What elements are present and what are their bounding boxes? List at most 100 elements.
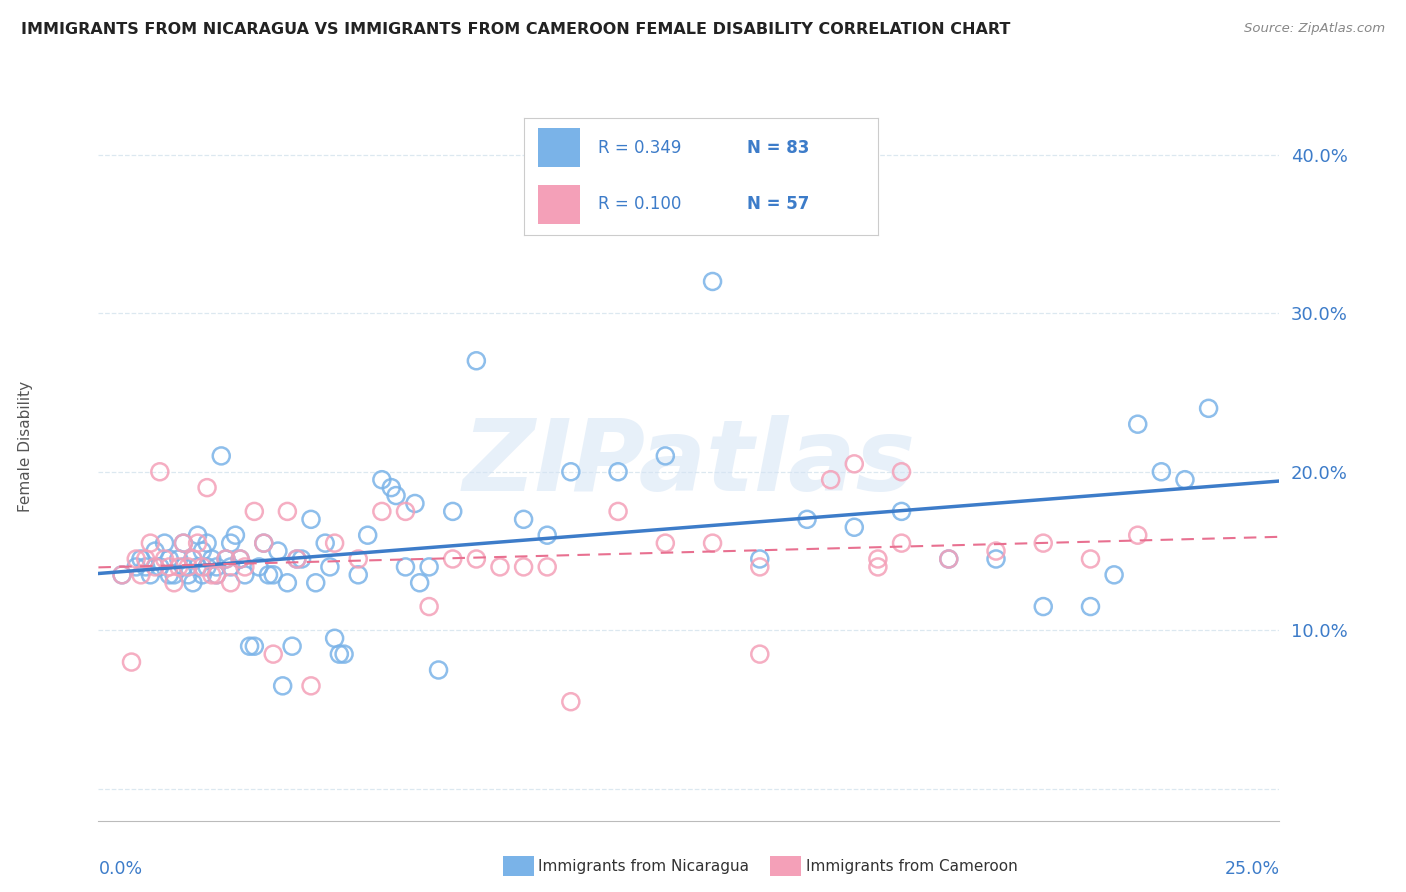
Point [866,560,889,574]
Point [404,496,426,510]
Point [394,504,416,518]
Point [201,567,224,582]
Point [1032,536,1054,550]
Point [157,560,180,574]
Point [347,552,370,566]
Point [844,457,866,471]
Point [489,560,512,574]
Point [394,560,416,574]
Point [239,639,262,653]
Point [1032,599,1054,614]
Point [111,567,134,582]
Point [267,544,290,558]
Point [163,575,186,590]
Point [233,560,256,574]
Point [371,504,394,518]
Point [607,465,630,479]
Point [205,567,228,582]
Point [607,504,630,518]
Point [385,489,408,503]
Point [560,465,582,479]
Point [820,473,842,487]
Point [1126,528,1149,542]
Point [299,512,322,526]
Point [984,544,1007,558]
Point [129,567,152,582]
Point [149,465,172,479]
Point [195,536,218,550]
Point [285,552,308,566]
Point [157,567,180,582]
Point [512,512,534,526]
Point [139,536,162,550]
Point [380,481,402,495]
Point [205,560,228,574]
Point [125,560,148,574]
Point [441,504,464,518]
Point [465,353,488,368]
Point [702,536,724,550]
Point [257,567,280,582]
Point [167,560,190,574]
Point [215,552,238,566]
Point [125,552,148,566]
Point [172,536,194,550]
Point [427,663,450,677]
Point [253,536,276,550]
Point [172,536,194,550]
Point [262,647,284,661]
Point [224,528,246,542]
Point [149,560,172,574]
Point [253,536,276,550]
Point [153,536,176,550]
Point [1174,473,1197,487]
Text: 0.0%: 0.0% [98,860,142,879]
Point [143,544,166,558]
Point [748,552,770,566]
Point [465,552,488,566]
Point [172,560,194,574]
Point [1080,552,1102,566]
Text: IMMIGRANTS FROM NICARAGUA VS IMMIGRANTS FROM CAMEROON FEMALE DISABILITY CORRELAT: IMMIGRANTS FROM NICARAGUA VS IMMIGRANTS … [21,22,1011,37]
Point [135,560,157,574]
Point [276,575,298,590]
Point [143,560,166,574]
Point [163,567,186,582]
Point [796,512,818,526]
Point [219,560,242,574]
Point [323,536,346,550]
Point [187,560,209,574]
Point [654,536,676,550]
Point [418,599,440,614]
Point [281,639,304,653]
Point [191,560,214,574]
Point [1126,417,1149,432]
Point [215,552,238,566]
Point [219,536,242,550]
Point [271,679,294,693]
Point [243,639,266,653]
Point [181,575,204,590]
Point [702,275,724,289]
Point [167,552,190,566]
Point [191,567,214,582]
Point [748,560,770,574]
Point [371,473,394,487]
Point [187,536,209,550]
Point [247,560,270,574]
Text: Immigrants from Cameroon: Immigrants from Cameroon [806,859,1018,873]
Point [229,552,252,566]
Point [536,560,558,574]
Point [139,567,162,582]
Point [890,536,912,550]
Point [890,465,912,479]
Point [111,567,134,582]
Point [441,552,464,566]
Point [347,567,370,582]
Text: Immigrants from Nicaragua: Immigrants from Nicaragua [538,859,749,873]
Point [177,560,200,574]
Point [305,575,328,590]
Point [157,552,180,566]
Point [276,504,298,518]
Point [205,567,228,582]
